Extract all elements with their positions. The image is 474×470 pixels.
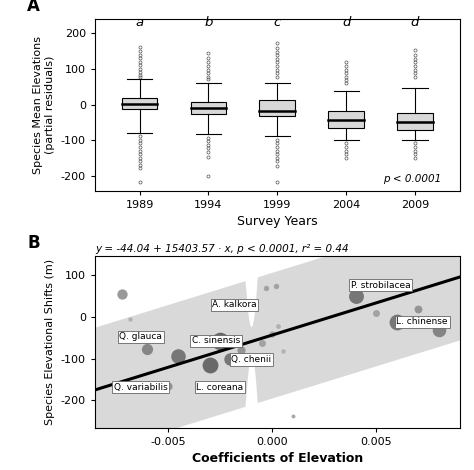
Point — [273, 283, 280, 290]
Point — [268, 330, 276, 338]
Point — [373, 310, 380, 317]
Point — [216, 337, 224, 345]
Text: b: b — [204, 16, 213, 29]
Point — [237, 346, 245, 354]
Point — [206, 361, 213, 368]
Y-axis label: Species Elevational Shifts (m): Species Elevational Shifts (m) — [45, 258, 55, 425]
Text: a: a — [136, 16, 144, 29]
Text: d: d — [411, 16, 419, 29]
Point — [262, 284, 270, 292]
FancyBboxPatch shape — [122, 98, 157, 110]
Text: y = -44.04 + 15403.57 · x, p < 0.0001, r² = 0.44: y = -44.04 + 15403.57 · x, p < 0.0001, r… — [95, 244, 348, 254]
FancyBboxPatch shape — [328, 111, 364, 128]
Point — [247, 301, 255, 309]
Y-axis label: Species Mean Elevations
(partial residuals): Species Mean Elevations (partial residua… — [34, 36, 55, 174]
Point — [174, 352, 182, 360]
Point — [274, 322, 282, 329]
Text: c: c — [273, 16, 281, 29]
FancyBboxPatch shape — [259, 101, 295, 116]
Text: p < 0.0001: p < 0.0001 — [383, 174, 441, 184]
Text: C. sinensis: C. sinensis — [191, 337, 240, 345]
Text: A: A — [27, 0, 40, 16]
FancyBboxPatch shape — [191, 102, 226, 114]
Text: Q. glauca: Q. glauca — [119, 332, 162, 341]
Text: P. strobilacea: P. strobilacea — [351, 281, 410, 290]
Point — [164, 382, 172, 390]
X-axis label: Survey Years: Survey Years — [237, 215, 318, 228]
Point — [118, 290, 126, 298]
Text: L. chinense: L. chinense — [396, 317, 448, 326]
Text: d: d — [342, 16, 350, 29]
Point — [143, 345, 151, 353]
Point — [393, 318, 401, 325]
Text: L. coreana: L. coreana — [196, 383, 244, 392]
Text: Q. chenii: Q. chenii — [231, 355, 271, 364]
FancyBboxPatch shape — [397, 113, 433, 130]
Text: B: B — [27, 235, 40, 252]
Point — [435, 326, 443, 334]
X-axis label: Coefficients of Elevation: Coefficients of Elevation — [191, 452, 363, 465]
Point — [127, 315, 134, 322]
Point — [352, 292, 359, 299]
Point — [414, 306, 422, 313]
Point — [279, 347, 286, 355]
Point — [258, 339, 265, 346]
Text: A. kalkora: A. kalkora — [212, 300, 257, 309]
Point — [289, 413, 297, 420]
Text: Q. variabilis: Q. variabilis — [114, 383, 167, 392]
Point — [227, 355, 234, 362]
